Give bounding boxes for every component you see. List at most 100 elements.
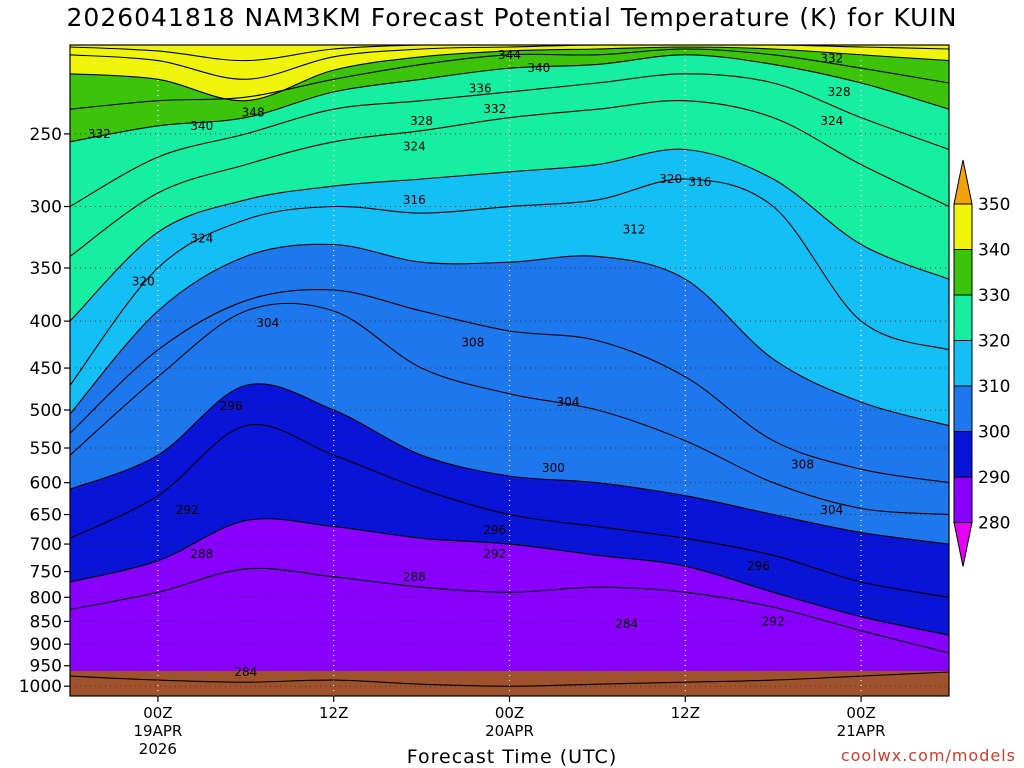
y-tick-label: 700 bbox=[30, 535, 62, 555]
isentrope-332 bbox=[70, 54, 949, 143]
contour-label: 344 bbox=[498, 48, 521, 62]
contour-label: 296 bbox=[747, 559, 770, 573]
fill-band-348 bbox=[70, 45, 949, 61]
isentrope-336 bbox=[70, 48, 949, 110]
x-tick-label: 12Z bbox=[319, 704, 348, 722]
contour-label: 340 bbox=[190, 119, 213, 133]
isentrope-328 bbox=[70, 73, 949, 207]
contour-label: 284 bbox=[615, 617, 638, 631]
x-tick-label: 00Z bbox=[495, 704, 524, 722]
y-tick-label: 650 bbox=[30, 506, 62, 526]
contour-label: 300 bbox=[542, 461, 565, 475]
contour-label: 332 bbox=[820, 52, 843, 66]
contour-label: 328 bbox=[828, 85, 851, 99]
contour-label: 324 bbox=[403, 139, 426, 153]
colorbar-label: 320 bbox=[978, 332, 1010, 352]
contour-label: 348 bbox=[242, 106, 265, 120]
grid-lines bbox=[70, 45, 949, 696]
contour-label: 332 bbox=[88, 127, 111, 141]
x-tick-label: 12Z bbox=[671, 704, 700, 722]
x-tick-label: 00Z bbox=[846, 704, 875, 722]
contour-label: 288 bbox=[403, 570, 426, 584]
contour-label: 320 bbox=[132, 274, 155, 288]
contour-label: 336 bbox=[469, 81, 492, 95]
y-tick-label: 900 bbox=[30, 635, 62, 655]
isentrope-296 bbox=[70, 424, 949, 598]
isentrope-320 bbox=[70, 148, 949, 322]
isentrope-316 bbox=[70, 178, 949, 386]
contour-label: 340 bbox=[527, 61, 550, 75]
colorbar-swatch-320 bbox=[953, 294, 973, 341]
colorbar-arrow-low bbox=[953, 522, 973, 567]
y-tick-label: 350 bbox=[30, 259, 62, 279]
colorbar-swatch-290 bbox=[953, 431, 973, 478]
contour-label: 320 bbox=[659, 172, 682, 186]
y-tick-label: 400 bbox=[30, 312, 62, 332]
y-tick-label: 300 bbox=[30, 198, 62, 218]
y-tick-label: 550 bbox=[30, 439, 62, 459]
y-tick-label: 500 bbox=[30, 401, 62, 421]
y-tick-label: 950 bbox=[30, 657, 62, 677]
isentrope-284 bbox=[70, 671, 949, 687]
y-tick-label: 800 bbox=[30, 588, 62, 608]
isentrope-324 bbox=[70, 99, 949, 257]
colorbar-swatch-340 bbox=[953, 203, 973, 250]
contour-label: 296 bbox=[220, 399, 243, 413]
contour-label: 324 bbox=[190, 231, 213, 245]
y-tick-label: 850 bbox=[30, 612, 62, 632]
colorbar-label: 310 bbox=[978, 377, 1010, 397]
colorbar-swatch-330 bbox=[953, 249, 973, 296]
colorbar-label: 280 bbox=[978, 514, 1010, 534]
credit-text: coolwx.com/models bbox=[840, 746, 1016, 765]
isentrope-292 bbox=[70, 518, 949, 636]
x-tick-label: 19APR bbox=[133, 722, 182, 740]
colorbar-label: 290 bbox=[978, 468, 1010, 488]
y-tick-label: 750 bbox=[30, 563, 62, 583]
y-tick-label: 1000 bbox=[19, 677, 62, 697]
contour-label: 292 bbox=[176, 503, 199, 517]
isentrope-312 bbox=[70, 243, 949, 427]
isentrope-300 bbox=[70, 383, 949, 545]
x-tick-label: 21APR bbox=[837, 722, 886, 740]
x-tick-label: 00Z bbox=[143, 704, 172, 722]
contour-label: 304 bbox=[256, 316, 279, 330]
contour-labels: 344 340 332 336 332 328 348 324 328 340 332 324 320 3… bbox=[88, 48, 851, 679]
contour-label: 332 bbox=[483, 102, 506, 116]
colorbar-label: 300 bbox=[978, 423, 1010, 443]
y-axis: 250 300 350 400 450 500 550 600 650 700 750 800 850 9… bbox=[19, 125, 70, 697]
contour-label: 312 bbox=[623, 223, 646, 237]
ground-surface bbox=[70, 671, 949, 696]
x-tick-label: 20APR bbox=[485, 722, 534, 740]
contour-label: 316 bbox=[688, 175, 711, 189]
x-tick-label: 2026 bbox=[139, 740, 177, 758]
contour-label: 288 bbox=[190, 547, 213, 561]
contour-label: 292 bbox=[483, 547, 506, 561]
chart-title: 2026041818 NAM3KM Forecast Potential Tem… bbox=[66, 3, 958, 32]
colorbar-arrow-high bbox=[953, 159, 973, 205]
contour-label: 292 bbox=[762, 614, 785, 628]
isentrope-308 bbox=[70, 289, 949, 484]
colorbar-swatch-300 bbox=[953, 385, 973, 432]
colorbar: 280 290 300 310 320 330 340 350 bbox=[953, 159, 1010, 567]
x-axis-label: Forecast Time (UTC) bbox=[406, 746, 618, 768]
contour-label: 304 bbox=[820, 503, 843, 517]
isentrope-340 bbox=[70, 46, 949, 102]
colorbar-label: 340 bbox=[978, 241, 1010, 261]
contour-label: 316 bbox=[403, 193, 426, 207]
y-tick-label: 600 bbox=[30, 474, 62, 494]
contour-label: 284 bbox=[234, 665, 257, 679]
colorbar-swatch-310 bbox=[953, 340, 973, 387]
isentrope-288 bbox=[70, 567, 949, 654]
contour-label: 296 bbox=[483, 523, 506, 537]
colorbar-label: 350 bbox=[978, 195, 1010, 215]
y-tick-label: 250 bbox=[30, 125, 62, 145]
contour-label: 324 bbox=[820, 114, 843, 128]
y-tick-label: 450 bbox=[30, 359, 62, 379]
isentrope-348 bbox=[70, 45, 949, 62]
colorbar-label: 330 bbox=[978, 286, 1010, 306]
contour-label: 308 bbox=[791, 457, 814, 471]
isentrope-304 bbox=[70, 302, 949, 516]
contour-label: 304 bbox=[557, 395, 580, 409]
